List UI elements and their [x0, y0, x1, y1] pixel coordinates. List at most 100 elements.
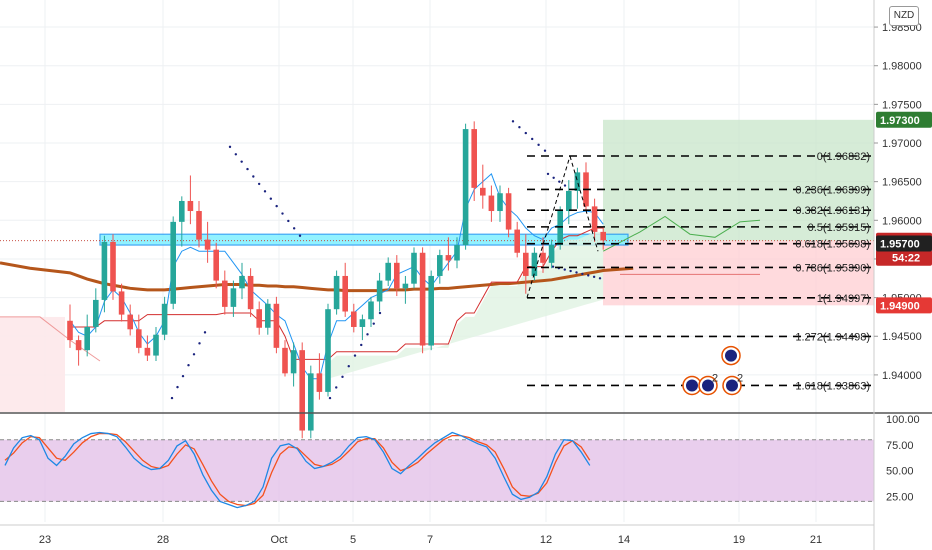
candle-body	[84, 326, 90, 351]
candle-body	[471, 129, 477, 188]
entry-price-badge[interactable]	[876, 235, 932, 252]
sar-dot	[537, 143, 540, 147]
price-tick-label: 1.98000	[882, 61, 922, 73]
currency-button[interactable]: NZD	[889, 6, 919, 26]
sar-dot	[234, 153, 238, 156]
candle-body	[351, 311, 357, 327]
oscillator-tick-label: 25.00	[886, 491, 914, 503]
sar-dot	[246, 167, 249, 171]
candle-body	[540, 252, 546, 263]
sar-dot	[252, 175, 255, 178]
candle-body	[213, 249, 219, 281]
sar-dot	[563, 268, 566, 271]
candle-body	[454, 245, 460, 261]
kijun-line	[70, 227, 604, 360]
sar-dot	[292, 227, 296, 230]
candle-body	[136, 329, 142, 348]
sar-dot	[187, 364, 190, 367]
target-price-badge[interactable]	[876, 111, 932, 128]
candle-body	[282, 347, 288, 374]
sar-dot	[552, 176, 555, 179]
candle-body	[179, 200, 185, 222]
fib-level-label: 1.618(1.93863)	[795, 380, 870, 392]
fib-trend-line	[526, 155, 571, 298]
candle-body	[600, 231, 606, 241]
candle-body	[247, 275, 254, 310]
support-zone-box[interactable]	[99, 233, 629, 246]
candles	[67, 121, 606, 439]
candle-body	[101, 241, 108, 300]
candle-body	[316, 373, 323, 392]
moving-average-line	[0, 261, 634, 293]
sar-dot	[531, 137, 534, 141]
sar-dot	[551, 265, 555, 268]
candle-body	[239, 275, 245, 289]
candle-body	[557, 211, 563, 246]
candle-body	[591, 206, 598, 232]
left-shaded-zone	[0, 316, 65, 412]
sar-dot	[192, 353, 196, 356]
sar-dot	[269, 197, 273, 200]
sar-dot	[569, 269, 572, 273]
news-event-marker-flag	[702, 379, 714, 392]
time-tick-label: 5	[350, 534, 356, 546]
candle-body	[566, 190, 572, 212]
ichimoku-cloud	[328, 231, 604, 379]
candle-body	[265, 303, 271, 328]
fib-level-label: 0.382(1.96131)	[795, 205, 870, 217]
sar-dot	[581, 272, 584, 276]
sar-dot	[328, 396, 332, 400]
stochastic-oscillator	[0, 431, 874, 509]
fib-level-label: 0.236(1.96399)	[795, 184, 870, 196]
stoch-k-line	[4, 431, 591, 509]
fib-level-label: 0(1.96832)	[817, 151, 870, 163]
candle-body	[394, 262, 400, 289]
candle-body	[110, 241, 116, 292]
sar-dot	[240, 160, 243, 163]
sar-dot	[228, 145, 232, 149]
candle-body	[161, 303, 168, 335]
candle-body	[359, 319, 366, 327]
time-tick-label: 7	[427, 534, 433, 546]
sar-dot	[181, 374, 185, 378]
candle-body	[437, 255, 443, 276]
sar-dot	[170, 396, 174, 400]
candle-body	[290, 350, 297, 374]
stop-price-badge-text: 1.94900	[880, 300, 920, 312]
price-tick-label: 1.94000	[882, 370, 922, 382]
sar-dot	[198, 342, 201, 345]
candle-body	[385, 262, 391, 281]
sar-dot	[378, 311, 382, 315]
sar-dot	[598, 277, 602, 280]
news-event-marker-flag	[686, 379, 698, 392]
candle-body	[187, 200, 194, 212]
stop-zone[interactable]	[603, 240, 874, 306]
candle-body	[333, 275, 340, 310]
sar-dot	[558, 180, 561, 183]
stop-price-badge[interactable]	[876, 297, 932, 314]
candle-body	[376, 280, 383, 302]
sar-dot	[524, 131, 527, 135]
candle-body	[325, 309, 331, 392]
oscillator-tick-label: 100.00	[886, 414, 920, 426]
fib-level-label: 0.786(1.95390)	[795, 262, 870, 274]
candle-body	[488, 195, 495, 212]
target-zone[interactable]	[603, 119, 874, 241]
fib-trend-line	[569, 156, 599, 252]
fib-level-label: 0.618(1.95698)	[795, 239, 870, 251]
kumo-cloud	[328, 231, 604, 379]
sar-dot	[347, 365, 350, 368]
news-event-marker-flag	[726, 379, 738, 392]
candle-body	[402, 283, 409, 289]
candle-body	[273, 303, 280, 348]
candle-body	[75, 340, 82, 351]
chikou-line	[602, 215, 761, 252]
sar-dot	[275, 204, 278, 208]
sar-dot	[366, 333, 369, 336]
sar-dot	[257, 182, 261, 186]
sar-dot	[335, 386, 338, 389]
candle-body	[204, 239, 211, 250]
candle-body	[93, 299, 99, 327]
